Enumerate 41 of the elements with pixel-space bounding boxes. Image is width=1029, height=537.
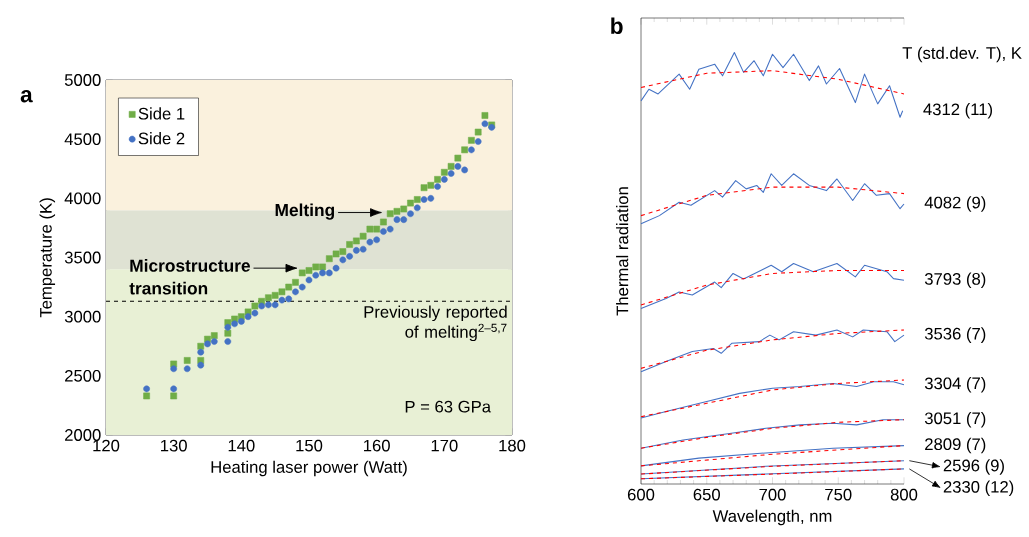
y-axis-title: Thermal radiation xyxy=(616,187,629,316)
annotation: Melting xyxy=(275,203,335,220)
text: 2596 (9) xyxy=(943,459,1004,475)
y-tick-label: 5000 xyxy=(64,74,101,86)
x-tick-label: 750 xyxy=(825,488,852,501)
series-label: 4082 (9) xyxy=(924,196,986,212)
y-tick-label: 4500 xyxy=(64,133,101,146)
x-tick-label: 650 xyxy=(693,488,720,501)
series-label: 3793 (8) xyxy=(924,272,986,289)
x-axis-title: Wavelength, nm xyxy=(712,509,832,526)
series-label: 2809 (7) xyxy=(925,437,986,454)
y-tick-label: 2500 xyxy=(65,369,101,382)
x-tick-label: 120 xyxy=(93,439,120,452)
x-tick-label: 170 xyxy=(431,439,458,452)
x-tick-label: 800 xyxy=(890,488,918,501)
x-tick-label: 700 xyxy=(759,488,786,501)
y-axis-title: Temperature (K) xyxy=(39,198,56,318)
y-tick-label: 4000 xyxy=(64,192,101,205)
annotation: P = 63 GPa xyxy=(405,400,492,413)
y-tick-label: 3500 xyxy=(64,251,101,264)
x-tick-label: 150 xyxy=(296,439,323,452)
x-tick-label: 130 xyxy=(161,439,187,452)
series-label: 3051 (7) xyxy=(924,411,986,428)
ref-line-label: Previously reported of melting$^{2–5,7}$ xyxy=(364,305,507,342)
series-label: 4312 (11) xyxy=(923,103,993,119)
annotation: T (std.dev. T), K xyxy=(902,46,1022,63)
text: 2330 (12) xyxy=(943,480,1014,497)
x-tick-label: 160 xyxy=(364,439,390,452)
chart-title: a xyxy=(20,90,33,103)
series-label: 3536 (7) xyxy=(924,327,986,343)
series-label: 3304 (7) xyxy=(924,376,986,393)
annotation: Microstructure transition xyxy=(129,259,250,295)
x-axis-title: Heating laser power (Watt) xyxy=(211,460,407,477)
x-tick-label: 140 xyxy=(228,439,255,452)
legend-label: Side 2 xyxy=(138,132,185,145)
y-tick-label: 2000 xyxy=(65,429,101,441)
legend-label: Side 1 xyxy=(138,107,185,120)
x-tick-label: 180 xyxy=(499,439,526,452)
x-tick-label: 600 xyxy=(627,488,655,501)
chart-title: b xyxy=(611,17,623,35)
y-tick-label: 3000 xyxy=(64,310,101,323)
